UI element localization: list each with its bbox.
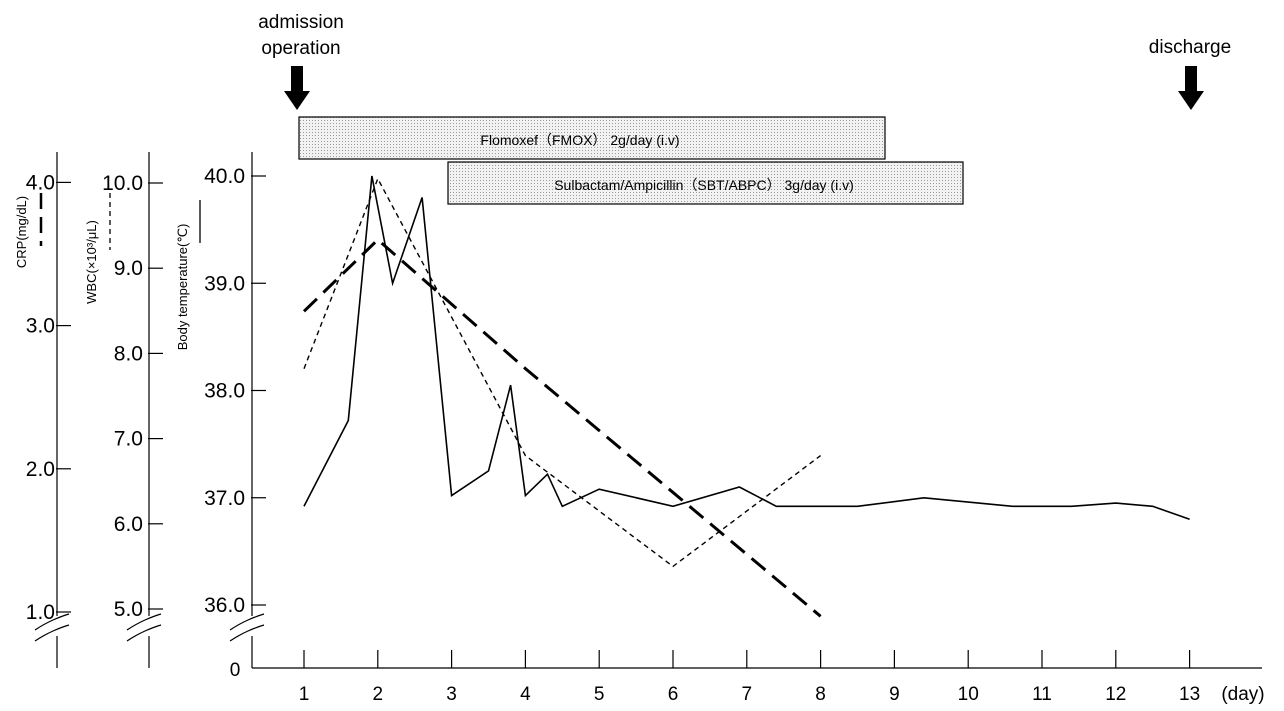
x-tick-label-6: 7: [742, 684, 753, 705]
series-layer: [302, 175, 1190, 618]
wbc-tick-label-1: 6.0: [114, 513, 143, 536]
x-tick-label-12: 13: [1179, 684, 1200, 705]
temp-tick-label-2: 38.0: [204, 380, 245, 403]
operation-label: operation: [261, 38, 341, 59]
discharge-label: discharge: [1148, 37, 1232, 58]
wbc-series-line: [303, 177, 822, 568]
treatment-flomoxef-label: Flomoxef（FMOX） 2g/day (i.v): [480, 132, 679, 148]
crp-ticks: 1.0 2.0 3.0 4.0: [26, 171, 71, 624]
x-tick-label-2: 3: [446, 684, 457, 705]
crp-axis: [34, 152, 70, 668]
crp-tick-label-1: 2.0: [26, 458, 55, 481]
crp-tick-label-3: 4.0: [26, 171, 55, 194]
wbc-axis-title: WBC(×10³/μL): [84, 220, 99, 304]
wbc-tick-label-3: 8.0: [114, 342, 143, 365]
x-tick-label-4: 5: [594, 684, 605, 705]
x-tick-label-3: 4: [520, 684, 531, 705]
wbc-tick-label-2: 7.0: [114, 428, 143, 451]
temp-ticks: 36.0 37.0 38.0 39.0 40.0: [204, 165, 266, 617]
wbc-ticks: 5.0 6.0 7.0 8.0 9.0 10.0: [102, 172, 163, 621]
crp-axis-title: CRP(mg/dL): [14, 196, 29, 268]
temp-tick-label-3: 39.0: [204, 272, 245, 295]
temp-tick-label-1: 37.0: [204, 487, 245, 510]
x-tick-label-10: 11: [1032, 684, 1052, 705]
temp-axis-label: Body temperature(℃): [175, 224, 190, 351]
wbc-tick-label-0: 5.0: [114, 598, 143, 621]
crp-series-line: [302, 237, 822, 618]
crp-tick-label-0: 1.0: [26, 601, 55, 624]
x-tick-label-11: 12: [1105, 684, 1126, 705]
x-axis-origin-label: 0: [230, 660, 241, 681]
discharge-arrow-icon: [1178, 66, 1204, 110]
treatment-sbt-abpc-label: Sulbactam/Ampicillin（SBT/ABPC） 3g/day (i…: [554, 177, 854, 193]
x-tick-label-8: 9: [889, 684, 900, 705]
wbc-axis-label: WBC(×10³/μL): [84, 220, 99, 304]
admission-arrow-icon: [284, 66, 310, 110]
treatment-sbt-abpc: Sulbactam/Ampicillin（SBT/ABPC） 3g/day (i…: [447, 161, 964, 205]
x-axis-unit-label: (day): [1221, 684, 1264, 705]
x-tick-label-7: 8: [815, 684, 826, 705]
wbc-tick-label-5: 10.0: [102, 172, 143, 195]
temp-axis: [229, 152, 265, 668]
crp-tick-label-2: 3.0: [26, 315, 55, 338]
crp-axis-label: CRP(mg/dL): [14, 196, 29, 268]
treatment-flomoxef: Flomoxef（FMOX） 2g/day (i.v): [298, 116, 886, 160]
temp-axis-title: Body temperature(℃): [175, 224, 190, 351]
temp-tick-label-0: 36.0: [204, 594, 245, 617]
x-ticks: 1 2 3 4 5 6 7 8 9 10 11 12 13: [299, 650, 1200, 705]
admission-label: admission: [258, 12, 344, 33]
x-tick-label-1: 2: [373, 684, 384, 705]
wbc-tick-label-4: 9.0: [114, 257, 143, 280]
x-tick-label-5: 6: [668, 684, 679, 705]
wbc-axis: [126, 152, 162, 668]
temp-tick-label-4: 40.0: [204, 165, 245, 188]
x-tick-label-0: 1: [299, 684, 310, 705]
x-tick-label-9: 10: [958, 684, 979, 705]
temp-series-line: [303, 175, 1190, 520]
